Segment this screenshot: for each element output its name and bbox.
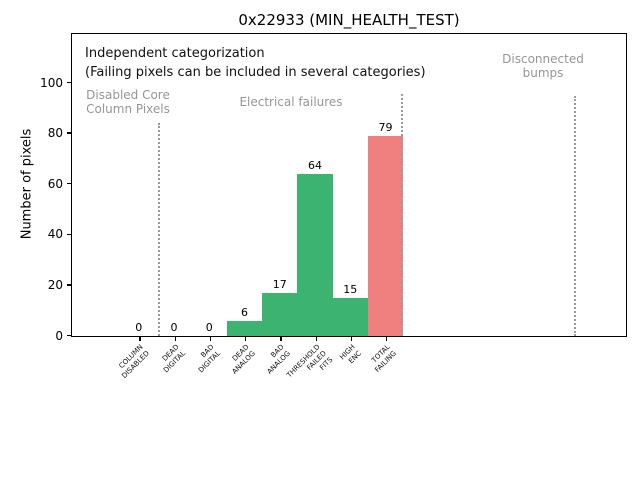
bar-value-label: 64 — [308, 159, 322, 173]
annotation-independent-categorization: Independent categorization — [85, 46, 265, 61]
category-separator-line — [401, 94, 403, 336]
bar-total-failing — [367, 136, 404, 336]
category-separator-line — [574, 96, 576, 336]
y-tick-mark — [67, 233, 71, 235]
y-tick-label: 100 — [40, 75, 63, 90]
bar-dead-analog — [226, 320, 263, 336]
y-tick-label: 80 — [47, 126, 63, 141]
annotation-failing-pixels-note: (Failing pixels can be included in sever… — [85, 65, 426, 80]
bar-value-label: 17 — [272, 278, 287, 291]
y-tick-label: 40 — [47, 227, 63, 242]
bar-value-label: 79 — [378, 121, 393, 135]
region-label-disabled-core-column-pixels: Disabled Core Column Pixels — [86, 88, 170, 117]
x-tick-mark — [245, 337, 247, 341]
y-tick-mark — [67, 132, 71, 134]
y-tick-label: 60 — [47, 176, 63, 191]
y-tick-label: 0 — [55, 328, 63, 343]
bar-high-enc — [332, 298, 368, 336]
x-tick-mark — [209, 337, 212, 341]
category-separator-line — [158, 123, 160, 336]
y-tick-label: 20 — [47, 277, 63, 292]
x-tick-mark — [385, 337, 388, 341]
x-tick-mark — [280, 337, 282, 341]
x-tick-mark — [350, 337, 353, 341]
bar-value-label: 6 — [241, 305, 249, 319]
bar-value-label: 0 — [170, 321, 178, 334]
bar-value-label: 0 — [205, 321, 213, 334]
x-tick-mark — [174, 337, 176, 341]
x-tick-mark — [315, 337, 317, 341]
bar-threshold-failed-fits — [297, 174, 333, 336]
y-tick-mark — [67, 284, 71, 286]
bar-value-label: 0 — [135, 321, 143, 334]
region-label-disconnected-bumps: Disconnected bumps — [502, 52, 584, 81]
bar-bad-analog — [262, 293, 298, 336]
plot-area: Independent categorization (Failing pixe… — [71, 33, 627, 337]
y-tick-mark — [67, 334, 71, 337]
x-tick-mark — [139, 337, 141, 341]
y-tick-mark — [67, 81, 71, 84]
region-label-electrical-failures: Electrical failures — [239, 95, 343, 109]
bar-value-label: 15 — [343, 283, 358, 297]
y-tick-mark — [67, 183, 71, 185]
chart-title: 0x22933 (MIN_HEALTH_TEST) — [238, 11, 460, 29]
